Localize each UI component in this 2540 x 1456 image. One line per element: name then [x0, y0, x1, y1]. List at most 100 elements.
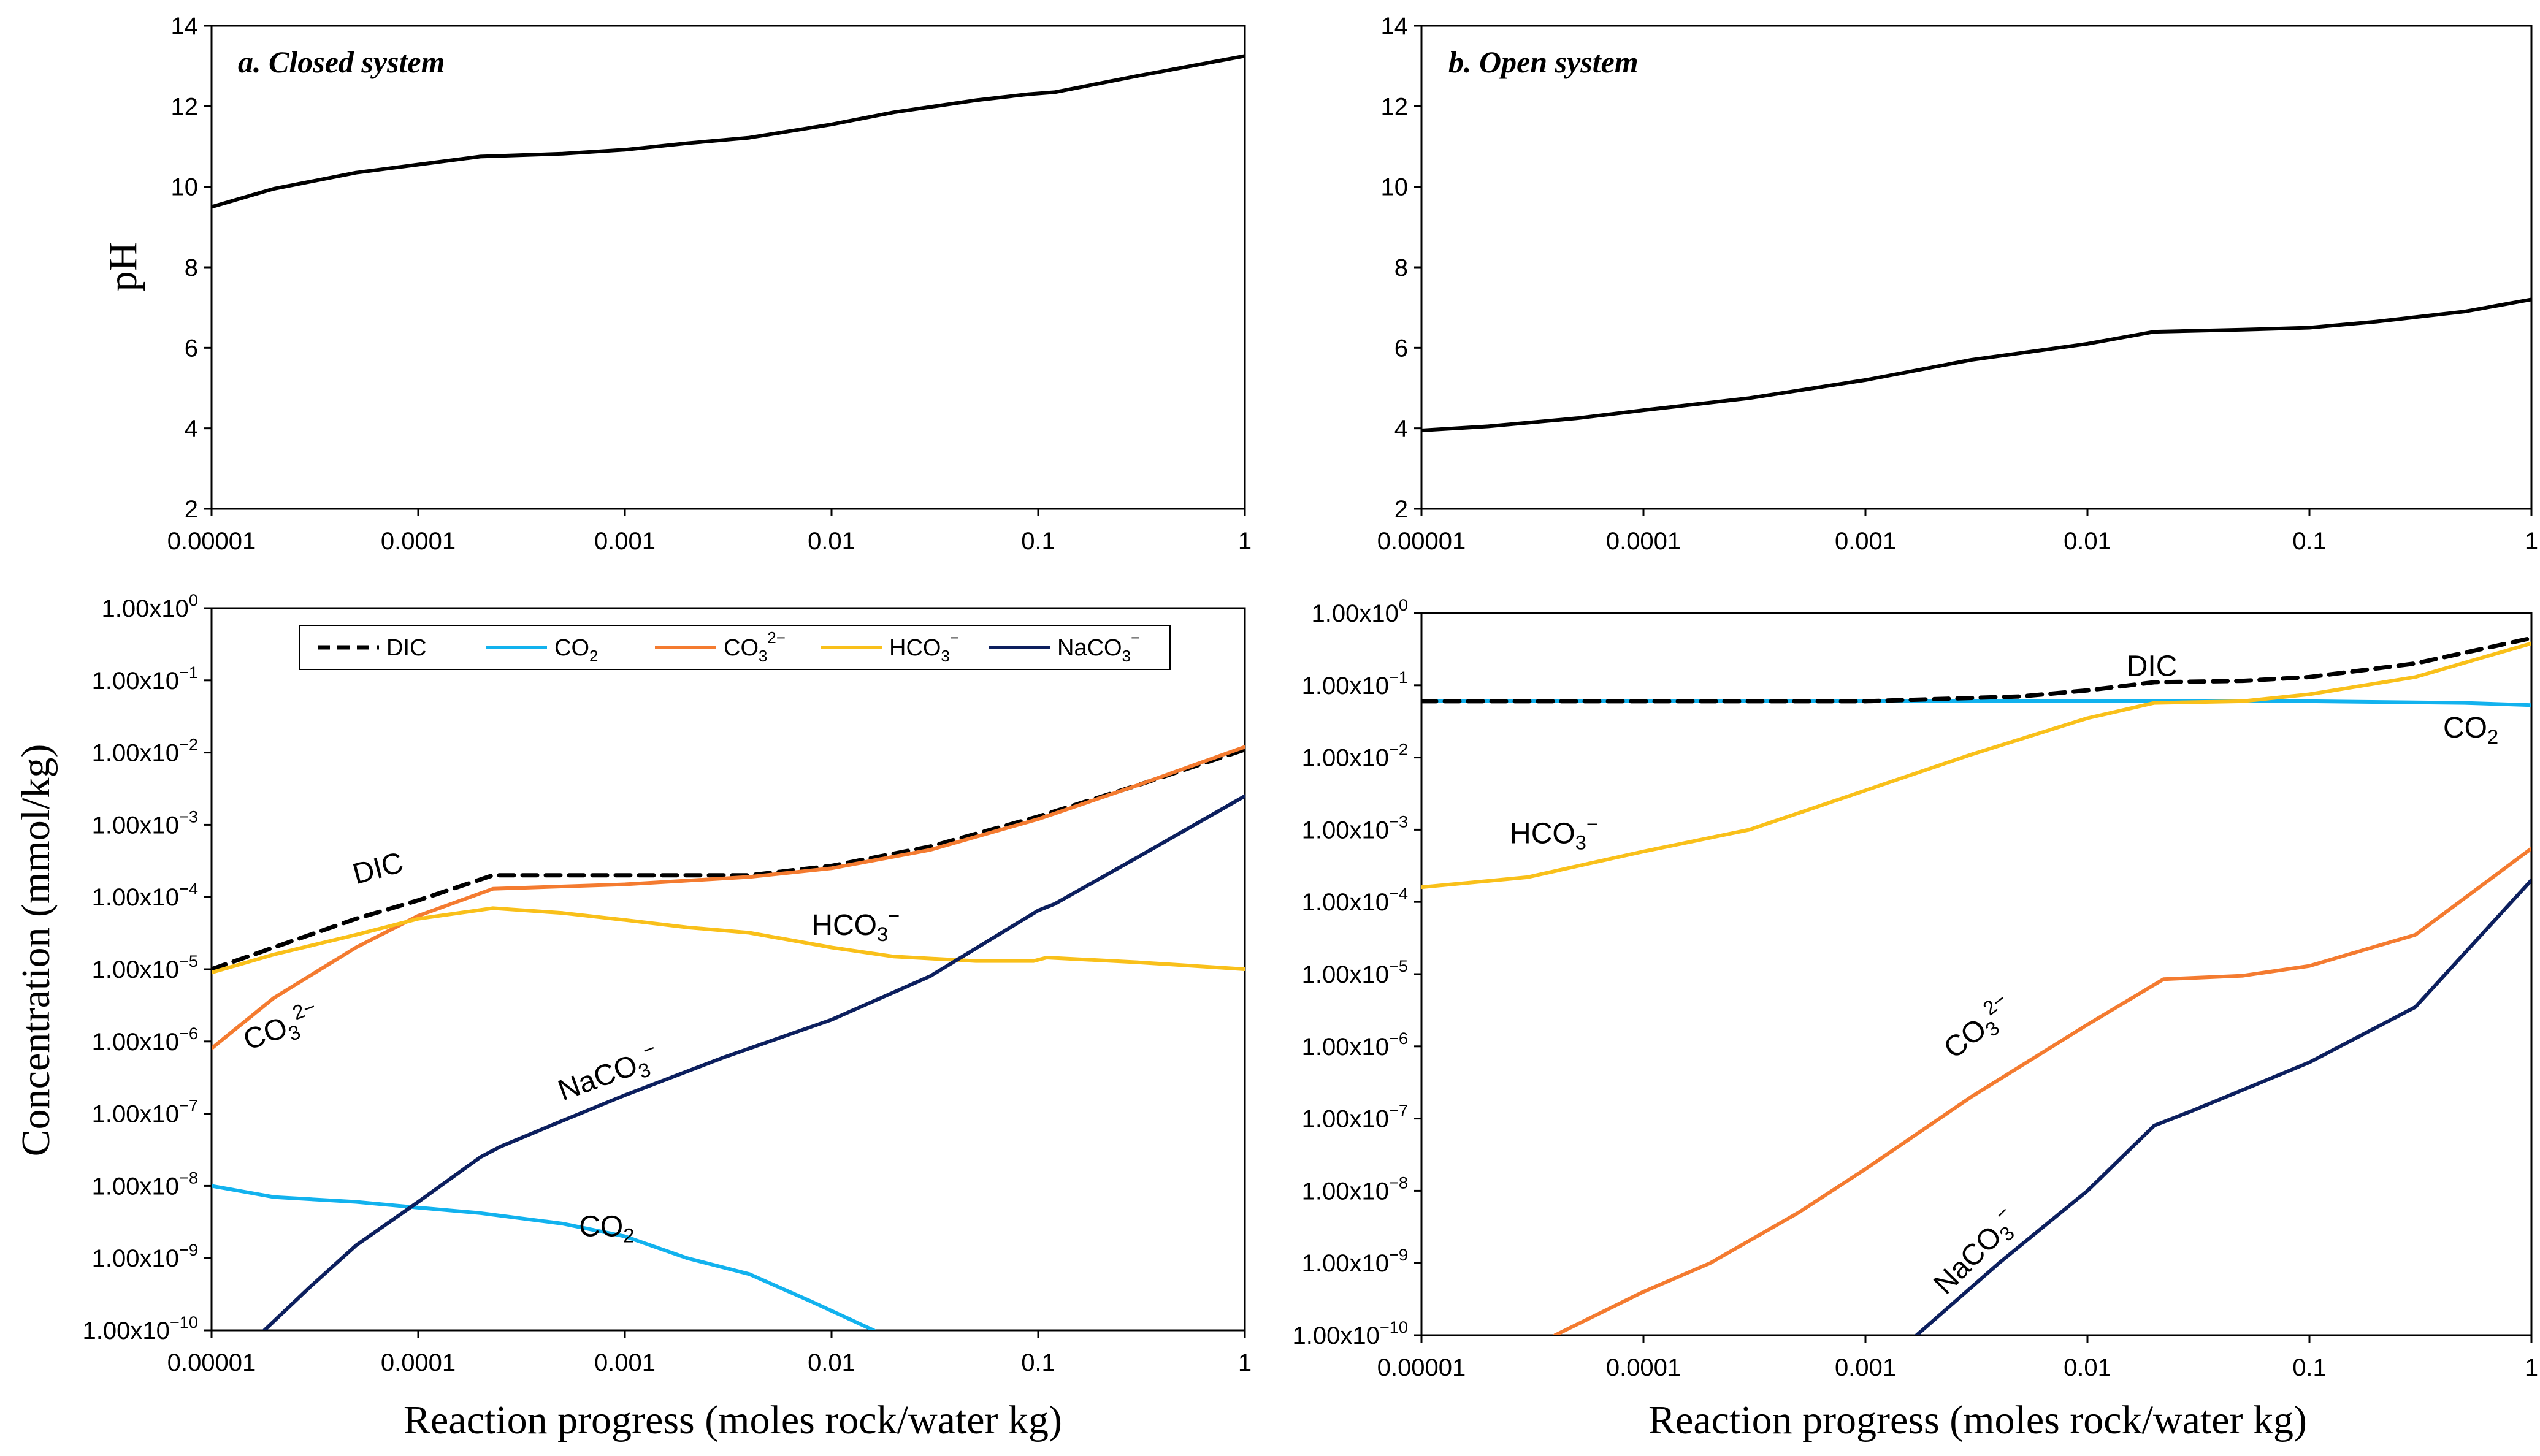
x-tick-label: 0.01 — [2064, 1354, 2111, 1381]
legend-label-co2-base: CO — [554, 635, 589, 661]
x-axis-label-left: Reaction progress (moles rock/water kg) — [404, 1398, 1062, 1443]
y-tick-label: 1.00x10−1 — [92, 663, 198, 695]
x-tick-label: 0.1 — [2292, 1354, 2327, 1381]
annotation-label-co2: CO2 — [2443, 712, 2498, 748]
legend-label-co2-subscript: 2 — [589, 648, 598, 665]
legend-label-naco3-superscript: − — [1131, 630, 1140, 647]
y-tick-mantissa: 1.00x10 — [92, 884, 179, 911]
y-tick-label: 1.00x10−10 — [1293, 1317, 1408, 1349]
y-tick-label: 6 — [1394, 335, 1408, 362]
legend-label-co3-subscript: 3 — [759, 648, 767, 665]
concentration-open-panel: 0.00001 0.0001 0.001 0.01 0.1 11.00x1001.00x1… — [1293, 595, 2539, 1381]
y-tick-mantissa: 1.00x10 — [1293, 1322, 1380, 1349]
annotation-co3: CO32− — [1938, 988, 2010, 1065]
annotation-label-hco3-base: HCO — [811, 909, 877, 942]
x-tick-label: 1 — [1238, 528, 1252, 555]
annotation-hco3: HCO3− — [1510, 812, 1598, 853]
y-tick-mantissa: 1.00x10 — [92, 1029, 179, 1056]
y-tick-mantissa: 1.00x10 — [1302, 817, 1389, 844]
series-line-hco3 — [1421, 641, 2531, 890]
series-line-naco3 — [262, 794, 1245, 1330]
y-tick-label: 1.00x10−3 — [92, 807, 198, 839]
y-tick-exponent: −2 — [1389, 740, 1408, 759]
legend-label-hco3: HCO3− — [889, 630, 959, 665]
x-tick-label: 1 — [2525, 1354, 2538, 1381]
annotation-naco3: NaCO3− — [554, 1037, 659, 1108]
y-tick-mantissa: 1.00x10 — [92, 740, 179, 767]
y-tick-exponent: −9 — [179, 1240, 198, 1259]
y-tick-label: 6 — [185, 335, 198, 362]
annotation-label-co2-subscript: 2 — [2487, 725, 2498, 748]
annotation-label-hco3-subscript: 3 — [1575, 831, 1586, 853]
legend-label-dic: DIC — [386, 635, 426, 661]
y-tick-label: 12 — [1381, 93, 1409, 120]
ph-y-axis-label: pH — [101, 242, 145, 292]
y-tick-mantissa: 1.00x10 — [1302, 1178, 1389, 1205]
x-tick-label: 0.1 — [2292, 528, 2327, 555]
annotation-co2: CO2 — [2443, 712, 2498, 748]
y-tick-mantissa: 1.00x10 — [1302, 673, 1389, 699]
x-tick-label: 0.00001 — [167, 1349, 256, 1376]
y-tick-label: 1.00x10−10 — [83, 1313, 198, 1344]
x-tick-label: 0.00001 — [1377, 1354, 1466, 1381]
y-tick-label: 4 — [185, 416, 198, 443]
y-tick-exponent: 0 — [189, 590, 198, 609]
y-tick-exponent: −7 — [179, 1096, 198, 1115]
legend-label-hco3-base: HCO — [889, 635, 941, 661]
series-group — [212, 54, 1245, 209]
x-axis-label-right: Reaction progress (moles rock/water kg) — [1648, 1398, 2307, 1443]
legend-label-co3: CO32− — [724, 630, 786, 665]
y-tick-label: 1.00x10−7 — [1302, 1101, 1408, 1133]
y-tick-label: 1.00x10−4 — [1302, 884, 1408, 916]
x-tick-label: 0.0001 — [1606, 528, 1681, 555]
annotation-label-naco3-superscript: − — [640, 1037, 659, 1062]
y-tick-label: 1.00x10−6 — [92, 1024, 198, 1056]
x-tick-label: 0.001 — [594, 528, 656, 555]
annotation-label-naco3-superscript: − — [1990, 1200, 2014, 1225]
y-tick-label: 12 — [171, 93, 199, 120]
annotation-dic: DIC — [350, 846, 407, 891]
annotation-label-dic-base: DIC — [350, 846, 407, 891]
y-tick-mantissa: 1.00x10 — [92, 1101, 179, 1128]
y-tick-label: 1.00x10−5 — [1302, 956, 1408, 988]
y-tick-exponent: −4 — [1389, 884, 1408, 903]
annotation-label-co2: CO2 — [579, 1211, 634, 1247]
annotation-label-co3-superscript: 2− — [1978, 988, 2010, 1020]
annotation-label-hco3-subscript: 3 — [877, 923, 888, 945]
y-tick-label: 1.00x10−1 — [1302, 668, 1408, 699]
x-tick-label: 0.001 — [594, 1349, 656, 1376]
x-tick-label: 0.0001 — [381, 528, 456, 555]
annotation-label-co3-superscript: 2− — [289, 995, 319, 1024]
y-tick-exponent: −3 — [1389, 812, 1408, 831]
legend-label-co3-superscript: 2− — [767, 630, 785, 647]
y-tick-label: 1.00x100 — [102, 590, 198, 622]
legend-label-co2: CO2 — [554, 635, 598, 665]
y-tick-label: 14 — [1381, 13, 1409, 40]
y-tick-label: 1.00x100 — [1312, 595, 1408, 627]
legend-label-naco3: NaCO3− — [1057, 630, 1140, 665]
series-group — [212, 745, 1245, 1330]
y-tick-mantissa: 1.00x10 — [92, 668, 179, 695]
y-tick-mantissa: 1.00x10 — [1312, 600, 1399, 627]
y-tick-label: 1.00x10−5 — [92, 951, 198, 983]
x-tick-label: 0.01 — [808, 1349, 855, 1376]
y-tick-label: 2 — [185, 496, 198, 523]
series-line-dic — [212, 747, 1245, 972]
y-tick-mantissa: 1.00x10 — [83, 1317, 170, 1344]
annotation-co3: CO32− — [239, 995, 319, 1057]
x-tick-label: 0.00001 — [167, 528, 256, 555]
y-tick-exponent: −5 — [1389, 956, 1408, 975]
x-tick-label: 0.001 — [1835, 528, 1896, 555]
annotation-label-hco3: HCO3− — [1510, 812, 1598, 853]
y-tick-mantissa: 1.00x10 — [92, 1173, 179, 1200]
annotation-label-dic: DIC — [2127, 650, 2178, 682]
y-tick-label: 10 — [1381, 174, 1409, 201]
x-tick-label: 0.00001 — [1377, 528, 1466, 555]
legend-label-co3-base: CO — [724, 635, 759, 661]
y-tick-exponent: −7 — [1389, 1101, 1408, 1120]
annotation-label-hco3-base: HCO — [1510, 817, 1575, 850]
y-tick-mantissa: 1.00x10 — [102, 595, 189, 622]
